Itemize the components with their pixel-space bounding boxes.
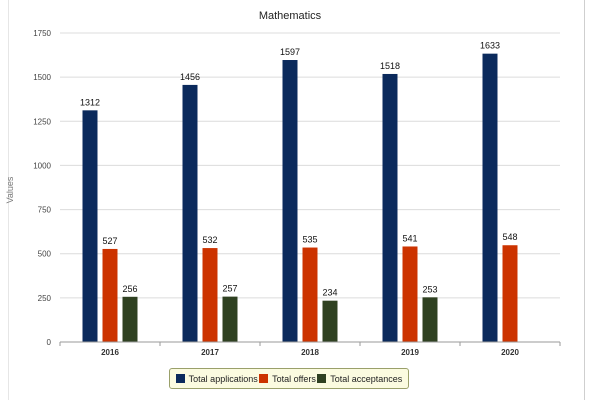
x-tick-label: 2019	[401, 348, 419, 357]
bar	[222, 296, 238, 342]
y-tick-label: 0	[47, 338, 52, 347]
bar	[502, 245, 518, 342]
y-tick-label: 1000	[33, 161, 51, 170]
data-label: 256	[122, 284, 137, 294]
legend-label: Total offers	[272, 373, 316, 384]
x-tick-label: 2018	[301, 348, 319, 357]
data-label: 548	[502, 232, 517, 242]
data-labels: 1312 1456 1597 1518 1633 527 532 535 541 548 256 25…	[80, 41, 518, 298]
legend-label: Total acceptances	[330, 373, 403, 384]
legend-swatch	[317, 374, 327, 383]
legend-item: Total offers	[259, 374, 316, 384]
bar	[382, 73, 398, 342]
bar	[122, 296, 138, 342]
legend-swatch	[259, 374, 269, 383]
data-label: 541	[402, 233, 417, 243]
y-tick-label: 1250	[33, 117, 51, 126]
legend-label: Total applications	[188, 373, 258, 384]
axes: 0 250 500 750 1000 1250 1500 1750 2016 2017 2018 20…	[33, 29, 561, 357]
data-label: 1597	[280, 47, 300, 57]
data-label: 1518	[380, 61, 400, 71]
bars	[82, 53, 518, 343]
bar	[322, 300, 338, 342]
bar	[102, 248, 118, 342]
y-tick-label: 500	[38, 250, 52, 259]
y-tick-label: 1500	[33, 73, 51, 82]
bar	[302, 247, 318, 342]
bar	[82, 110, 98, 342]
y-axis-label: Values	[5, 176, 15, 203]
data-label: 234	[322, 288, 337, 298]
legend-item: Total applications	[175, 373, 258, 384]
data-label: 1456	[180, 72, 200, 82]
legend-swatch	[175, 374, 185, 383]
data-label: 253	[422, 284, 437, 294]
bar	[282, 60, 298, 342]
x-tick-label: 2016	[101, 348, 119, 357]
data-label: 527	[102, 236, 117, 246]
data-label: 532	[202, 235, 217, 245]
chart-title: Mathematics	[259, 10, 322, 22]
x-tick-label: 2020	[501, 348, 519, 357]
bar	[482, 53, 498, 343]
bar	[202, 248, 218, 342]
bar	[182, 84, 198, 343]
bar	[422, 297, 438, 342]
legend-item: Total acceptances	[317, 374, 402, 384]
x-tick-label: 2017	[201, 348, 219, 357]
y-tick-label: 1750	[33, 29, 51, 38]
y-tick-label: 250	[38, 294, 52, 303]
data-label: 535	[302, 235, 317, 245]
data-label: 1633	[480, 41, 500, 51]
left-border	[8, 0, 9, 400]
data-label: 1312	[80, 97, 100, 107]
data-label: 257	[222, 284, 237, 294]
bar	[402, 246, 418, 342]
legend: Total applications Total offers Total acce…	[169, 368, 409, 389]
right-border	[584, 0, 585, 400]
y-tick-label: 750	[38, 206, 52, 215]
